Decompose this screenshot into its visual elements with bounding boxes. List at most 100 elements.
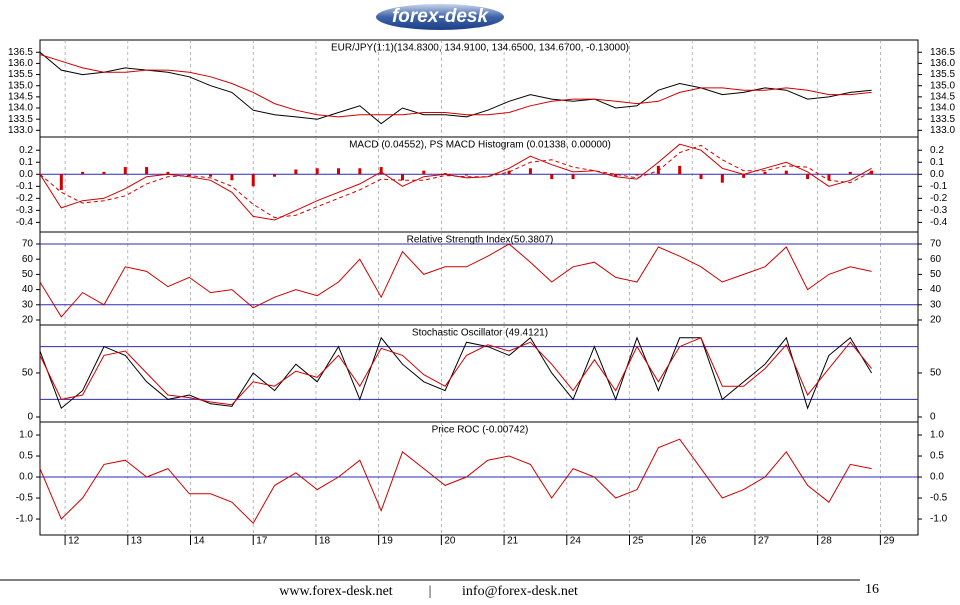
x-tick-label: 14 [194,536,206,547]
y-tick-label: 0.0 [930,169,944,180]
logo-shape [376,4,504,30]
y-tick-label: 1.0 [19,430,33,441]
y-tick-label: 133.0 [8,125,33,136]
y-tick-label: 0.5 [19,451,33,462]
y-tick-label: -0.3 [16,205,34,216]
series-line [39,144,872,219]
histogram-bar [166,171,170,175]
histogram-bar [635,174,639,176]
series-line [39,51,872,125]
histogram-bar [59,174,63,190]
logo: forex-desk [376,4,504,30]
x-tick-label: 20 [444,536,456,547]
histogram-bar [528,168,532,175]
y-tick-label: 0.2 [19,145,33,156]
y-tick-label: 20 [930,315,942,326]
y-tick-label: 134.5 [8,92,33,103]
panel-frame [39,231,919,326]
y-tick-label: 0.0 [930,472,944,483]
panel-title: MACD (0.04552), PS MACD Histogram (0.013… [349,140,611,151]
series-line [39,54,872,118]
histogram-bar [550,174,554,180]
footer-separator: | [429,584,432,599]
y-tick-label: 136.0 [8,58,33,69]
histogram-bar [443,173,447,175]
y-tick-label: 20 [22,315,34,326]
x-tick-label: 13 [131,536,143,547]
y-tick-label: -0.1 [930,181,948,192]
x-tick-label: 12 [68,536,80,547]
y-tick-label: 0.1 [19,157,33,168]
y-tick-label: 136.5 [930,47,955,58]
panel-title: Price ROC (-0.00742) [432,425,529,436]
x-tick-label: 27 [758,536,770,547]
panel-frame [39,136,919,233]
y-tick-label: 30 [930,299,942,310]
y-tick-label: 133.5 [8,114,33,125]
histogram-bar [422,170,426,175]
y-tick-label: 30 [22,299,34,310]
y-tick-label: -0.2 [16,193,34,204]
panel-title: Relative Strength Index(50.3807) [407,235,554,246]
histogram-bar [763,171,767,175]
y-tick-label: 0 [27,412,33,423]
y-tick-label: -0.4 [16,217,34,228]
y-tick-label: 40 [930,284,942,295]
y-tick-label: 134.0 [930,103,955,114]
y-tick-label: 0.1 [930,157,944,168]
histogram-bar [358,168,362,175]
y-tick-label: 133.5 [930,114,955,125]
histogram-bar [848,171,852,175]
y-tick-label: 50 [22,368,34,379]
y-tick-label: 40 [22,284,34,295]
histogram-bar [123,167,127,175]
y-tick-label: -0.4 [930,217,948,228]
y-tick-label: -0.1 [16,181,34,192]
y-tick-label: 50 [930,368,942,379]
histogram-bar [656,165,660,175]
histogram-bar [379,167,383,175]
footer-email: info@forex-desk.net [462,584,578,599]
histogram-bar [251,174,255,187]
y-tick-label: 135.0 [8,80,33,91]
y-tick-label: 133.0 [930,125,955,136]
histogram-bar [571,174,575,180]
y-tick-label: 0.2 [930,145,944,156]
histogram-bar [81,171,85,175]
y-tick-label: 135.0 [930,80,955,91]
panel-title: EUR/JPY(1:1)(134.8300, 134.9100, 134.650… [331,43,629,54]
logo-text: forex-desk [392,6,490,27]
y-tick-label: -0.3 [930,205,948,216]
y-tick-label: 70 [930,239,942,250]
y-tick-label: 50 [22,269,34,280]
histogram-bar [400,174,404,181]
histogram-bar [337,168,341,175]
histogram-bar [294,169,298,175]
histogram-bar [827,174,831,181]
x-tick-label: 26 [695,536,707,547]
histogram-bar [678,165,682,175]
page-number: 16 [865,582,879,597]
histogram-bar [870,170,874,175]
y-tick-label: -1.0 [930,514,948,525]
x-tick-label: 19 [382,536,394,547]
y-tick-label: 1.0 [930,430,944,441]
x-tick-label: 18 [319,536,331,547]
y-tick-label: 136.0 [930,58,955,69]
series-line [39,243,872,318]
y-tick-label: 135.5 [930,69,955,80]
histogram-bar [273,174,277,177]
histogram-bar [102,171,106,175]
histogram-bar [315,168,319,175]
histogram-bar [806,174,810,180]
panel-frame [39,324,919,423]
x-tick-label: 24 [570,536,582,547]
histogram-bar [784,170,788,175]
y-tick-label: 136.5 [8,47,33,58]
histogram-bar [230,174,234,181]
x-tick-label: 28 [821,536,833,547]
y-tick-label: 0.5 [930,451,944,462]
series-line [39,438,872,525]
